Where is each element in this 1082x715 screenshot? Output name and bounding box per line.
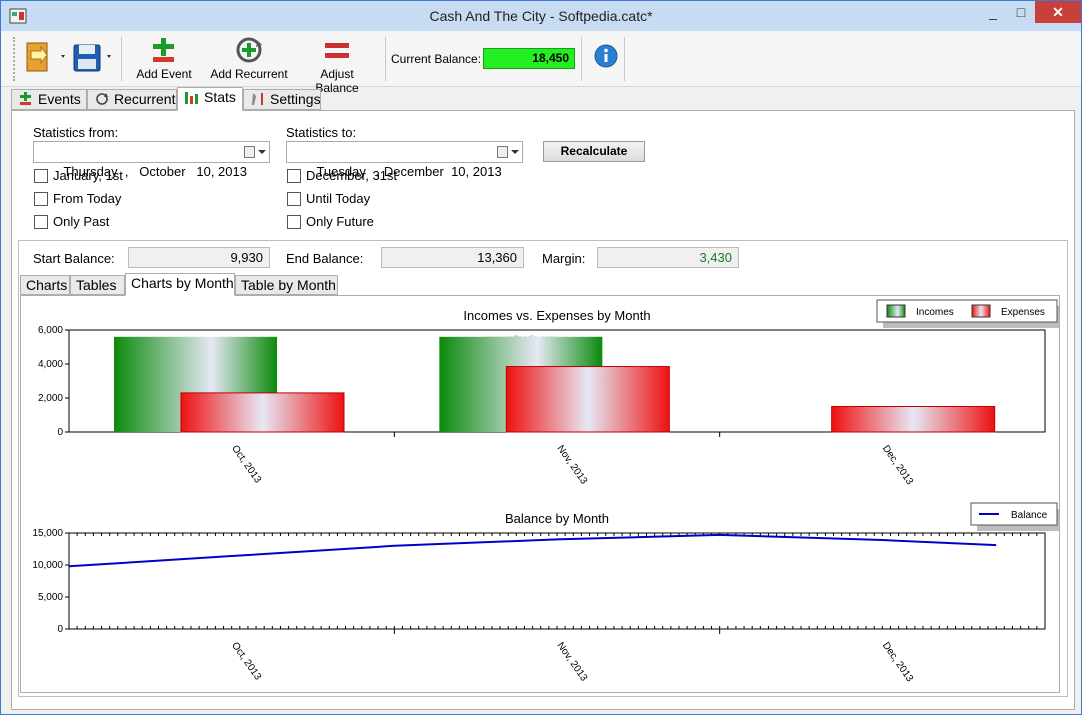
- toolbar: Add Event Add Recurrent Adjust Balance C…: [1, 31, 1081, 95]
- legend-swatch-incomes: [886, 304, 906, 318]
- x-tick-label: Oct, 2013: [229, 640, 263, 682]
- save-button[interactable]: [71, 39, 115, 75]
- close-button[interactable]: ✕: [1035, 1, 1081, 23]
- only-future-checkbox[interactable]: Only Future: [287, 214, 374, 229]
- from-today-checkbox[interactable]: From Today: [34, 191, 121, 206]
- end-balance-value: 13,360: [381, 247, 524, 268]
- tab-tables[interactable]: Tables: [70, 275, 125, 295]
- window-title: Cash And The City - Softpedia.catc*: [429, 8, 653, 24]
- chart-legend: Balance: [970, 502, 1065, 531]
- app-icon: [9, 8, 27, 24]
- floppy-disk-icon: [73, 44, 111, 72]
- current-balance-label: Current Balance:: [391, 52, 482, 66]
- legend-label-expenses: Expenses: [1001, 307, 1045, 318]
- calendar-icon: [497, 146, 508, 158]
- stats-page: Statistics from: Thursday , October 10, …: [11, 110, 1075, 710]
- january-first-checkbox[interactable]: January, 1st: [34, 168, 123, 183]
- x-tick-label: Nov, 2013: [555, 443, 590, 486]
- chart-title: Incomes vs. Expenses by Month: [463, 308, 650, 323]
- x-tick-label: Oct, 2013: [229, 443, 263, 485]
- minimize-button[interactable]: _: [989, 4, 997, 20]
- title-bar: Cash And The City - Softpedia.catc* _ □ …: [1, 1, 1081, 31]
- legend-label-incomes: Incomes: [916, 307, 954, 318]
- only-past-checkbox[interactable]: Only Past: [34, 214, 109, 229]
- charts-canvas: Incomes vs. Expenses by Monthwww.softped…: [32, 299, 1065, 684]
- statistics-to-date-picker[interactable]: Tuesday , December 10, 2013: [286, 141, 523, 179]
- toolbar-separator: [581, 37, 582, 81]
- add-event-label: Add Event: [136, 67, 192, 81]
- bar-chart-icon: [185, 92, 198, 104]
- charts-by-month-page: Incomes vs. Expenses by Monthwww.softped…: [20, 295, 1065, 693]
- add-event-icon: [153, 38, 174, 62]
- chart-title: Balance by Month: [505, 511, 609, 526]
- incomes-expenses-chart: Incomes vs. Expenses by Monthwww.softped…: [38, 299, 1065, 487]
- current-balance-value: 18,450: [483, 48, 575, 69]
- statistics-from-label: Statistics from:: [33, 125, 119, 140]
- bar-expenses-dec-2013: [831, 406, 996, 433]
- calendar-icon: [244, 146, 255, 158]
- chart-legend: Incomes Expenses: [876, 299, 1065, 328]
- bar-expenses-nov-2013: [505, 366, 670, 433]
- y-tick-label: 0: [57, 624, 63, 635]
- plot-area: [68, 532, 1046, 630]
- until-today-checkbox[interactable]: Until Today: [287, 191, 370, 206]
- add-event-button[interactable]: Add Event: [134, 35, 194, 81]
- tools-icon: [252, 93, 263, 105]
- tab-stats[interactable]: Stats: [177, 87, 243, 111]
- legend-box: [876, 299, 1058, 323]
- tab-settings[interactable]: Settings: [243, 89, 321, 110]
- x-tick-label: Dec, 2013: [880, 640, 915, 684]
- statistics-from-date-picker[interactable]: Thursday , October 10, 2013: [33, 141, 270, 179]
- y-tick-label: 0: [57, 427, 63, 438]
- info-button[interactable]: [593, 43, 619, 69]
- start-balance-label: Start Balance:: [33, 251, 115, 266]
- toolbar-separator: [385, 37, 386, 81]
- plus-minus-icon: [20, 92, 31, 105]
- december-31st-checkbox[interactable]: December, 31st: [287, 168, 397, 183]
- toolbar-separator: [624, 37, 625, 81]
- adjust-balance-button[interactable]: Adjust Balance: [297, 35, 377, 95]
- tab-recurrent[interactable]: Recurrent: [87, 89, 177, 110]
- tab-table-by-month[interactable]: Table by Month: [235, 275, 338, 295]
- add-recurrent-button[interactable]: Add Recurrent: [209, 35, 289, 81]
- x-tick-label: Dec, 2013: [880, 443, 915, 487]
- adjust-balance-label: Adjust Balance: [315, 67, 359, 95]
- results-panel: [18, 240, 1068, 697]
- end-balance-label: End Balance:: [286, 251, 364, 266]
- balance-chart: Balance by Month Oct, 2013 Nov, 2013 Dec, 2…: [32, 502, 1065, 684]
- equals-icon: [325, 43, 349, 58]
- toolbar-grip[interactable]: [13, 37, 16, 81]
- toolbar-separator: [121, 37, 122, 81]
- tab-events[interactable]: Events: [11, 89, 87, 110]
- chevron-down-icon[interactable]: [258, 150, 266, 154]
- open-folder-icon: [26, 42, 65, 72]
- chevron-down-icon[interactable]: [511, 150, 519, 154]
- y-tick-label: 6,000: [38, 325, 63, 336]
- info-icon: [594, 44, 618, 68]
- series-line-balance: [68, 533, 997, 568]
- legend-label-balance: Balance: [1011, 510, 1048, 521]
- margin-value: 3,430: [597, 247, 739, 268]
- y-tick-label: 15,000: [32, 528, 63, 539]
- start-balance-value: 9,930: [128, 247, 270, 268]
- add-recurrent-icon: [236, 37, 262, 63]
- y-tick-label: 5,000: [38, 592, 63, 603]
- y-tick-label: 4,000: [38, 359, 63, 370]
- legend-box: [970, 502, 1058, 526]
- tab-charts-by-month[interactable]: Charts by Month: [125, 273, 235, 296]
- statistics-to-label: Statistics to:: [286, 125, 357, 140]
- refresh-icon: [96, 93, 108, 105]
- open-file-button[interactable]: [23, 39, 67, 75]
- legend-swatch-expenses: [971, 304, 991, 318]
- y-tick-label: 2,000: [38, 393, 63, 404]
- bar-expenses-oct-2013: [180, 392, 345, 433]
- maximize-button[interactable]: □: [1016, 4, 1026, 20]
- x-tick-label: Nov, 2013: [555, 640, 590, 683]
- y-tick-label: 10,000: [32, 560, 63, 571]
- add-recurrent-label: Add Recurrent: [210, 67, 288, 81]
- tab-charts[interactable]: Charts: [20, 275, 70, 295]
- recalculate-button[interactable]: Recalculate: [543, 141, 645, 162]
- margin-label: Margin:: [542, 251, 586, 266]
